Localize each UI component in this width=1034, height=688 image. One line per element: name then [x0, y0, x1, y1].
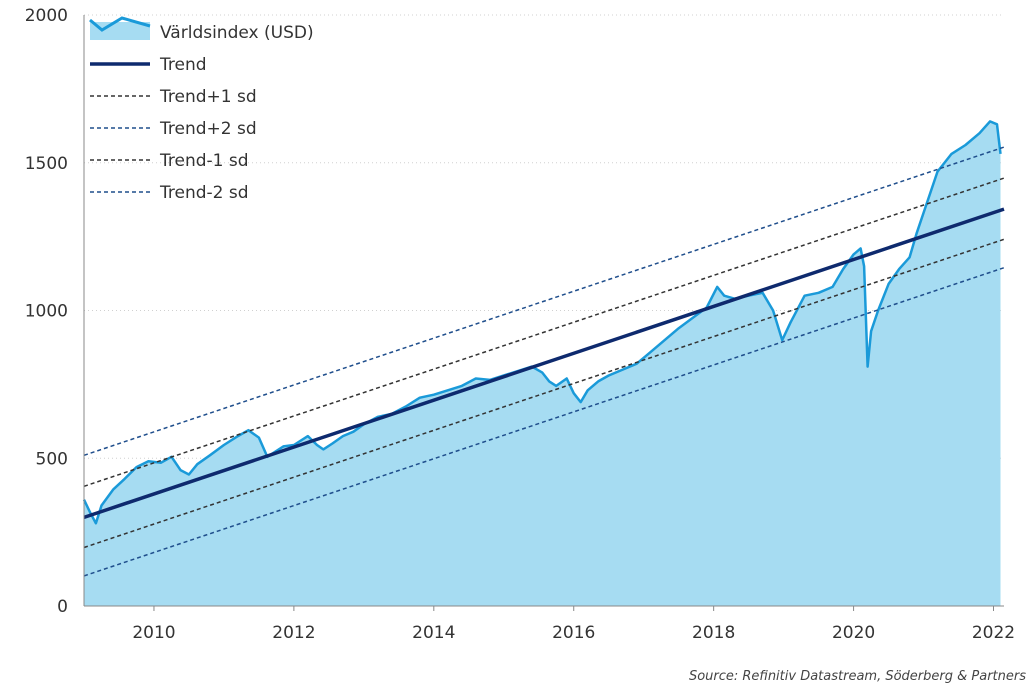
- legend-label: Trend+2 sd: [159, 119, 257, 139]
- series-line-5: [83, 266, 1005, 577]
- legend: Världsindex (USD) Trend Trend+1 sd Trend+2 …: [89, 16, 314, 203]
- legend-label: Trend-2 sd: [159, 183, 249, 203]
- legend-label: Världsindex (USD): [160, 23, 314, 43]
- legend-label: Trend-1 sd: [159, 151, 249, 171]
- x-axis-ticks: 2010 2012 2014 2016 2018 2020 2022: [132, 623, 1015, 643]
- legend-item: Trend+2 sd: [90, 119, 257, 139]
- legend-label: Trend: [159, 55, 207, 75]
- world-index-area: [84, 121, 1001, 607]
- y-tick-label: 2000: [25, 6, 68, 26]
- x-tick-label: 2012: [272, 623, 315, 643]
- legend-swatch-line: [89, 16, 151, 32]
- axes: [83, 15, 1004, 611]
- legend-item: Världsindex (USD): [89, 16, 314, 43]
- x-tick-label: 2016: [552, 623, 595, 643]
- series-line-4: [83, 238, 1005, 549]
- x-tick-label: 2022: [972, 623, 1015, 643]
- trend-lines-layer: [83, 146, 1005, 577]
- series-line-1: [83, 207, 1005, 520]
- legend-label: Trend+1 sd: [159, 87, 257, 107]
- y-tick-label: 1500: [25, 154, 68, 174]
- legend-item: Trend: [90, 55, 207, 75]
- x-tick-label: 2014: [412, 623, 455, 643]
- x-tick-label: 2020: [832, 623, 875, 643]
- legend-item: Trend+1 sd: [90, 87, 257, 107]
- y-axis-ticks: 0 500 1000 1500 2000: [25, 6, 68, 617]
- legend-item: Trend-2 sd: [90, 183, 249, 203]
- x-tick-label: 2010: [132, 623, 175, 643]
- source-note: Source: Refinitiv Datastream, Söderberg …: [688, 669, 1026, 684]
- world-index-line: [82, 120, 1002, 525]
- y-tick-label: 0: [57, 597, 68, 617]
- series-line-2: [83, 177, 1005, 488]
- legend-item: Trend-1 sd: [90, 151, 249, 171]
- series-line-3: [83, 146, 1005, 457]
- y-tick-label: 500: [36, 449, 68, 469]
- x-tick-label: 2018: [692, 623, 735, 643]
- area-layer: [82, 120, 1002, 607]
- y-tick-label: 1000: [25, 302, 68, 322]
